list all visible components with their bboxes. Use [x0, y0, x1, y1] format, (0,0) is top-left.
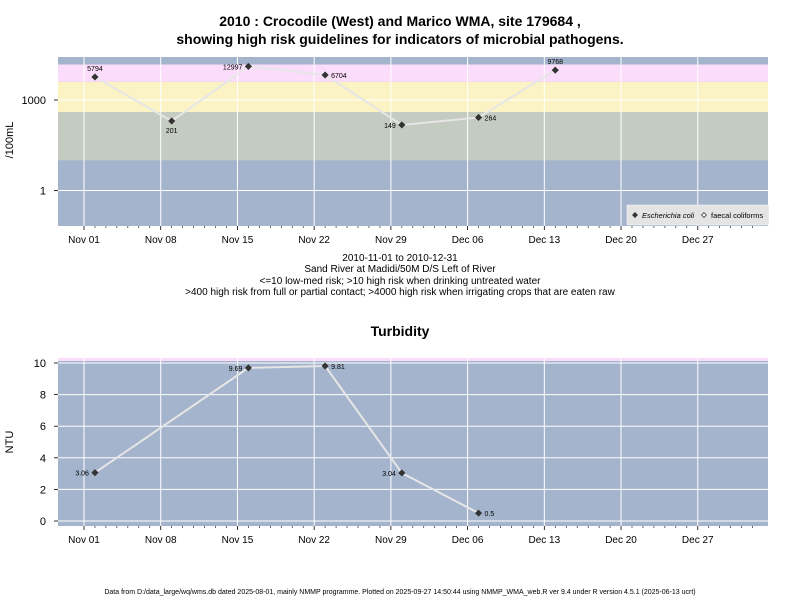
footer-note: Data from D:/data_large/wq/wms.db dated … — [104, 589, 696, 596]
data-label: 9768 — [547, 59, 563, 66]
data-point — [91, 73, 99, 81]
data-label: 9.69 — [229, 366, 243, 373]
x-tick-label: Dec 20 — [605, 535, 637, 546]
y-tick-label: 10 — [34, 358, 46, 370]
legend-label-ecoli: Escherichia coli — [642, 211, 694, 220]
data-point — [474, 509, 483, 517]
data-point — [168, 117, 176, 125]
legend-marker-ecoli — [632, 212, 638, 218]
chart-title-line2: showing high risk guidelines for indicat… — [176, 31, 624, 47]
x-tick-label: Nov 29 — [375, 535, 407, 546]
data-label: 3.06 — [75, 471, 89, 478]
data-label: 149 — [384, 123, 396, 130]
caption-site: Sand River at Madidi/50M D/S Left of Riv… — [304, 264, 496, 275]
x-tick-label: Nov 15 — [222, 235, 254, 246]
data-point — [321, 71, 329, 79]
x-tick-label: Nov 08 — [145, 235, 177, 246]
x-tick-label: Dec 06 — [452, 535, 484, 546]
x-tick-label: Dec 13 — [528, 535, 560, 546]
y-tick-label: 1 — [40, 186, 46, 198]
y-tick-label: 0 — [40, 516, 46, 528]
legend: Escherichia coli faecal coliforms — [626, 204, 770, 226]
x-tick-label: Nov 01 — [68, 235, 100, 246]
y-tick-label: 2 — [40, 484, 46, 496]
y-tick-label: 1000 — [22, 95, 46, 107]
x-tick-label: Dec 20 — [605, 235, 637, 246]
x-tick-label: Nov 08 — [145, 535, 177, 546]
data-label: 9.81 — [331, 364, 345, 371]
x-tick-label: Nov 22 — [298, 535, 330, 546]
data-point — [244, 62, 252, 70]
risk-band — [58, 81, 768, 112]
x-tick-label: Nov 29 — [375, 235, 407, 246]
data-label: 3.04 — [382, 471, 396, 478]
x-tick-label: Dec 13 — [528, 235, 560, 246]
x-tick-label: Nov 01 — [68, 535, 100, 546]
y-tick-label: 4 — [40, 453, 46, 465]
y-axis-label: NTU — [4, 431, 16, 454]
data-point — [321, 362, 329, 370]
caption-contact-risk: >400 high risk from full or partial cont… — [185, 287, 615, 298]
data-point — [244, 364, 252, 372]
data-point — [398, 469, 406, 477]
x-tick-label: Dec 27 — [682, 235, 714, 246]
data-label: 12997 — [223, 64, 243, 71]
data-point — [398, 121, 406, 129]
data-label: 5794 — [87, 66, 103, 73]
y-tick-label: 6 — [40, 421, 46, 433]
data-point — [551, 66, 559, 74]
data-label: 0.5 — [485, 511, 495, 518]
chart-title-line1: 2010 : Crocodile (West) and Marico WMA, … — [219, 13, 581, 29]
data-label: 6704 — [331, 73, 347, 80]
legend-label-faecal: faecal coliforms — [711, 211, 763, 220]
legend-box — [626, 204, 770, 226]
x-tick-label: Nov 15 — [222, 535, 254, 546]
data-point — [91, 469, 99, 477]
x-tick-label: Dec 06 — [452, 235, 484, 246]
legend-marker-faecal — [701, 212, 707, 218]
y-axis-label: /100mL — [4, 122, 16, 159]
risk-band — [58, 111, 768, 161]
data-label: 264 — [485, 115, 497, 122]
risk-band — [58, 64, 768, 82]
x-tick-label: Dec 27 — [682, 535, 714, 546]
caption-date-range: 2010-11-01 to 2010-12-31 — [342, 253, 458, 264]
plot-area — [58, 358, 768, 526]
turbidity-title: Turbidity — [370, 323, 430, 339]
risk-band-top — [58, 358, 768, 361]
data-point — [474, 113, 483, 122]
y-tick-label: 8 — [40, 390, 46, 402]
data-label: 201 — [166, 128, 178, 135]
x-tick-label: Nov 22 — [298, 235, 330, 246]
caption-drinking-risk: <=10 low-med risk; >10 high risk when dr… — [259, 276, 541, 287]
